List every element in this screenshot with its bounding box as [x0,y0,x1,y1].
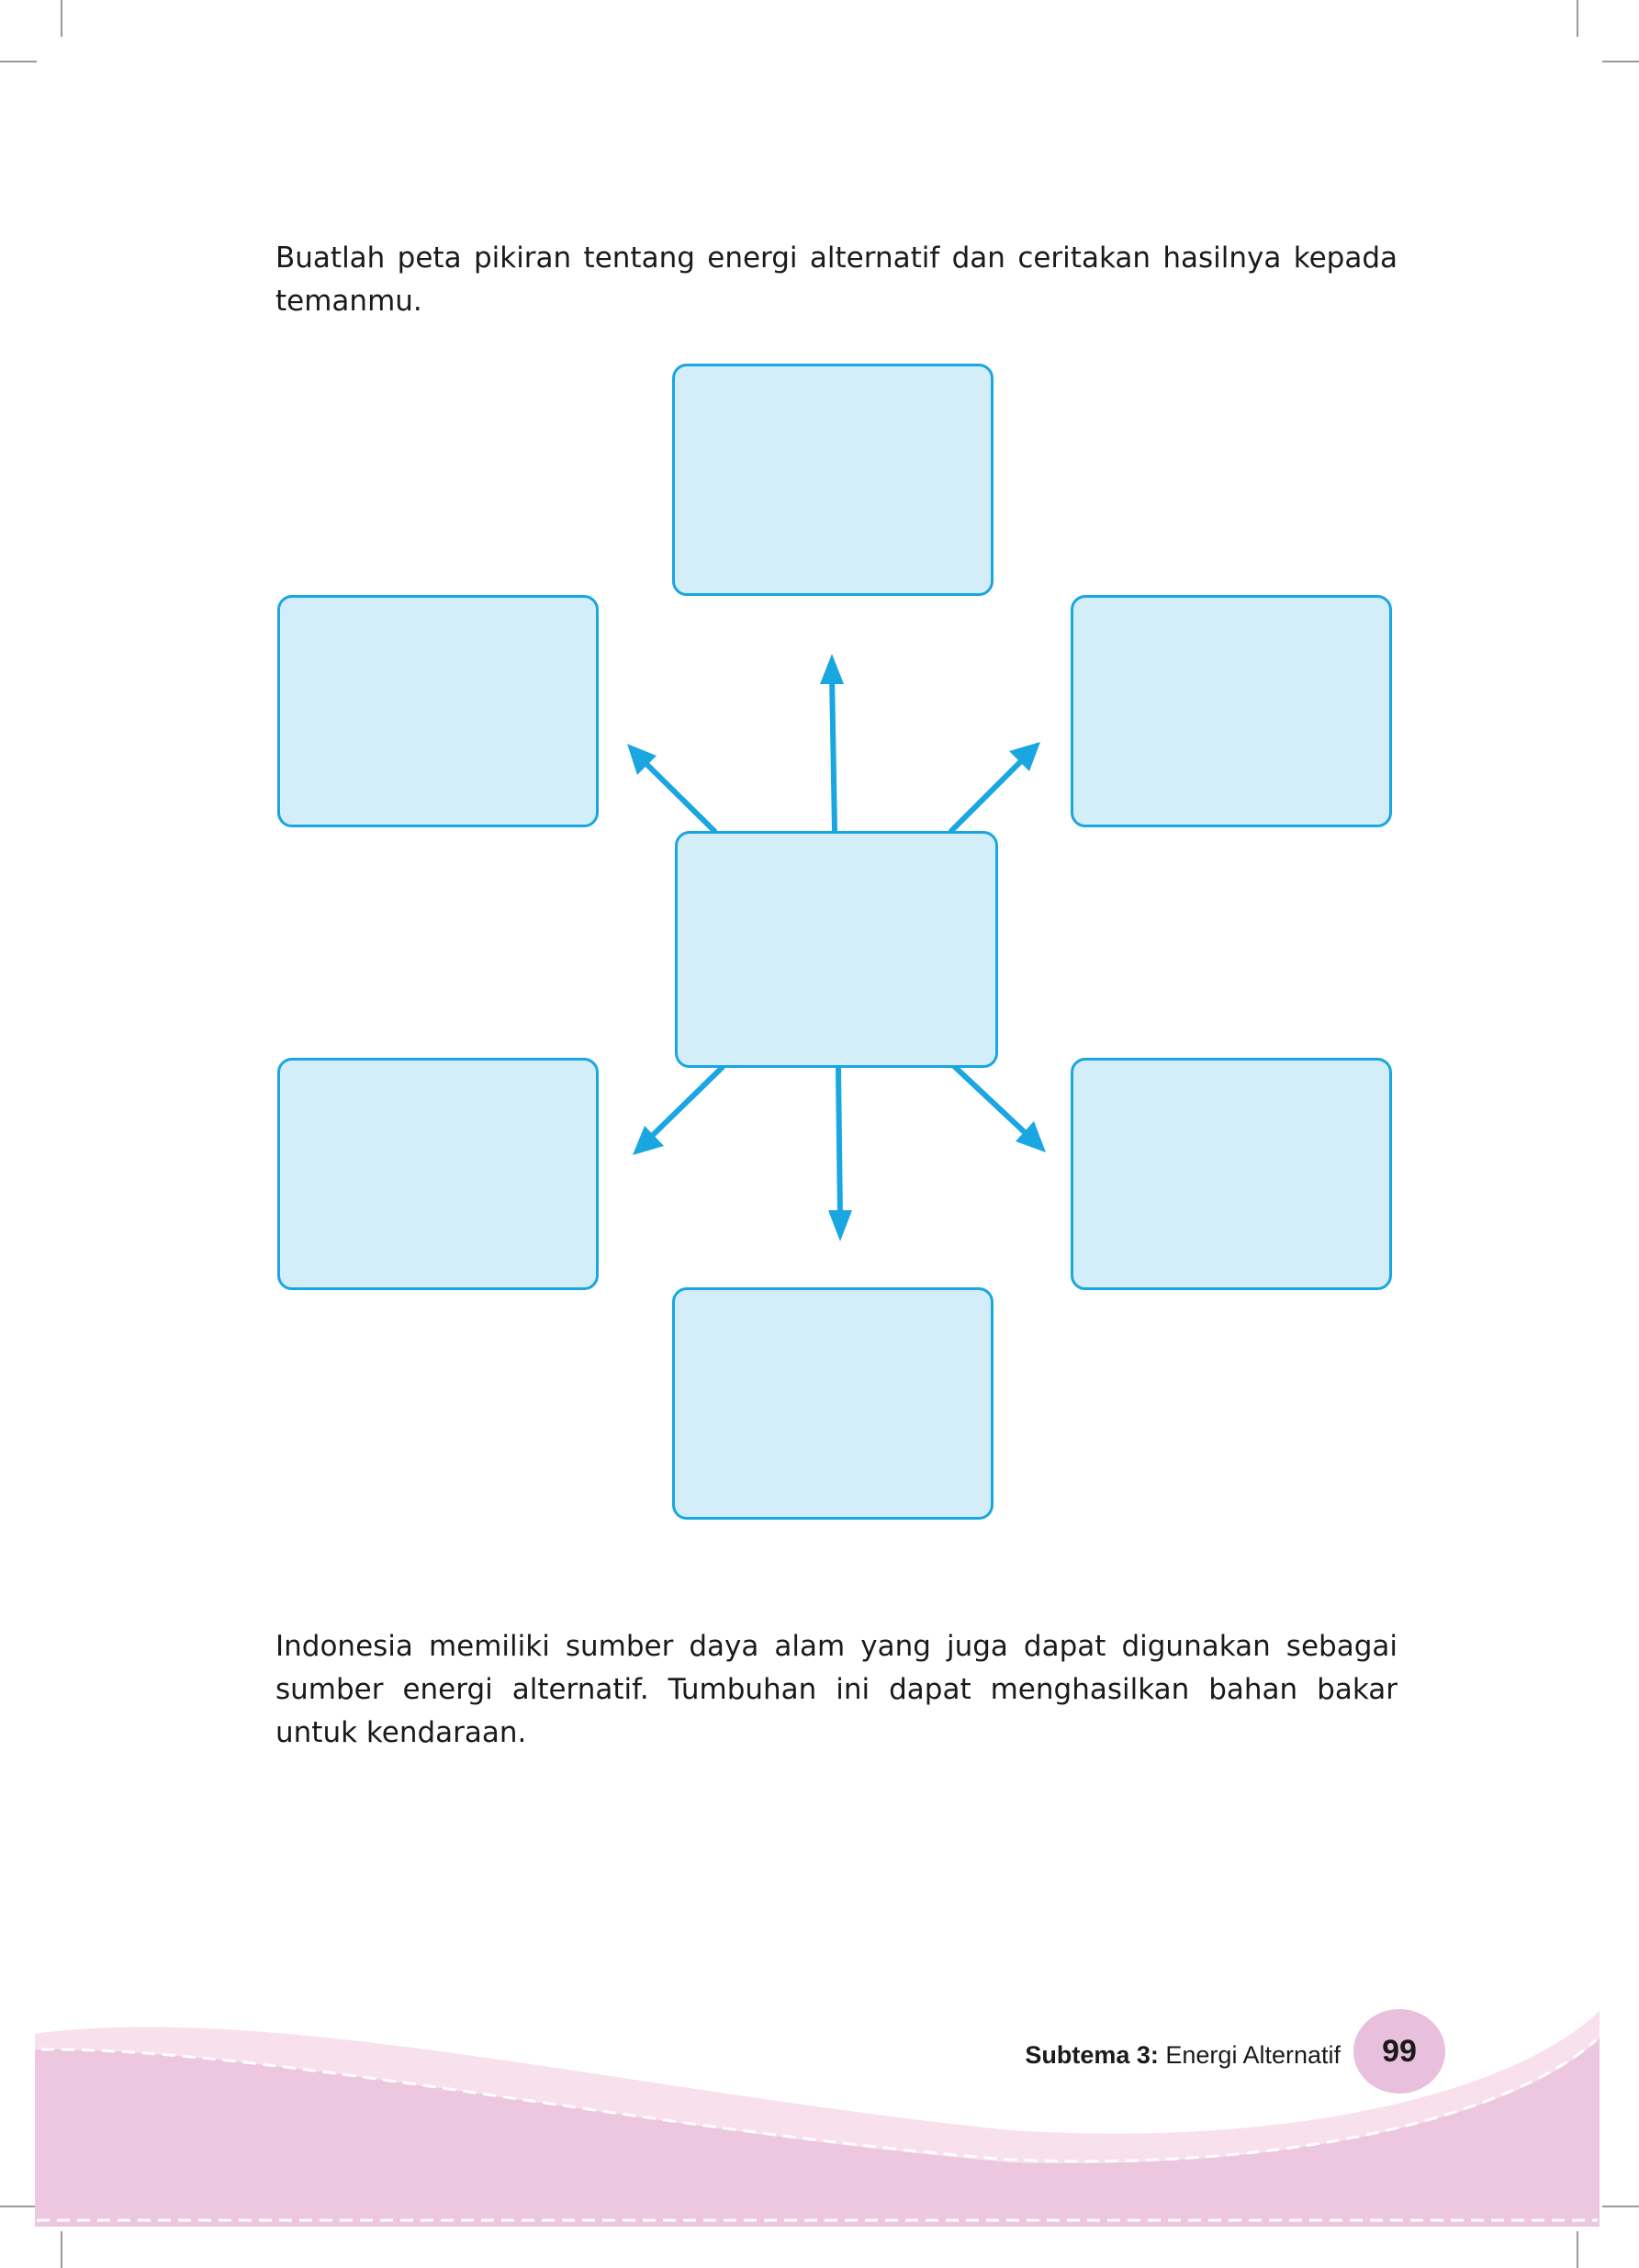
crop-mark [1602,61,1639,62]
arrow-down [836,1064,843,1222]
crop-mark [61,2231,62,2268]
mind-map-box-lower-left[interactable] [277,1058,599,1290]
arrow-down-right [952,1064,1031,1139]
footer-subtema-title: Energi Alternatif [1165,2041,1341,2069]
mind-map-box-lower-right[interactable] [1071,1058,1392,1290]
crop-mark [1602,2206,1639,2207]
arrow-down-left-head [633,1126,664,1155]
arrow-up-right [949,756,1027,834]
arrow-up-left-head [627,744,657,775]
arrow-up-left [640,758,717,834]
mind-map-box-upper-left[interactable] [277,595,599,827]
footer-subtema-label: Subtema 3: [1025,2041,1159,2069]
mind-map-box-bottom[interactable] [672,1287,994,1520]
arrow-down-right-head [1016,1121,1046,1152]
arrow-up-head [820,654,844,684]
instruction-text: Buatlah peta pikiran tentang energi alte… [275,241,1398,318]
mind-map-box-upper-right[interactable] [1071,595,1392,827]
mind-map-box-top[interactable] [672,364,994,596]
crop-mark [1577,2231,1578,2268]
crop-mark [0,61,37,62]
footer-subtema: Subtema 3: Energi Alternatif [964,2037,1341,2073]
footer-light-band [35,2011,1600,2164]
crop-mark [0,2206,37,2207]
body-paragraph: Indonesia memiliki sumber daya alam yang… [275,1630,1398,1749]
arrow-down-left [646,1064,725,1141]
crop-mark [61,0,62,37]
arrow-up-right-head [1009,742,1040,771]
footer-wave [35,2011,1600,2227]
page-number-badge: 99 [1353,2009,1445,2094]
mind-map-box-center[interactable] [675,831,998,1068]
crop-mark [1577,0,1578,37]
arrow-down-head [828,1210,852,1241]
arrow-up [829,672,837,834]
